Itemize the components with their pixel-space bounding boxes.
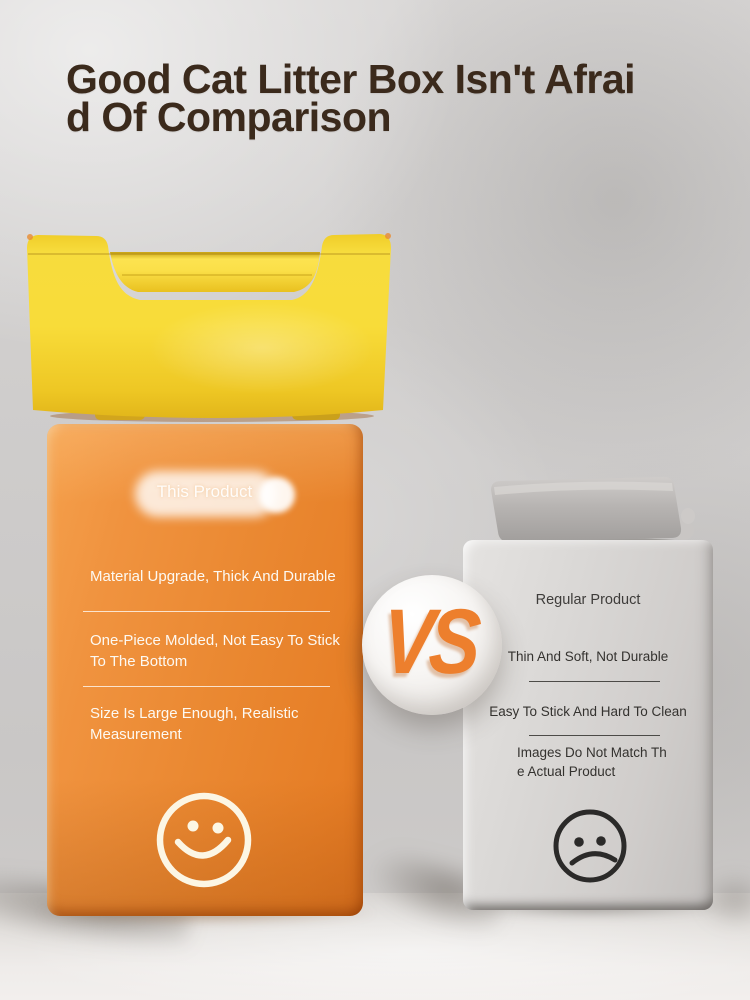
highlight-blob [259,477,295,513]
regular-product-box: Regular Product Thin And Soft, Not Durab… [463,540,713,910]
sad-face-icon [553,809,627,883]
divider [83,686,330,687]
vs-label: VS [379,590,479,693]
regular-feature: Images Do Not Match The Actual Product [517,745,667,779]
highlight-blob [135,471,277,517]
regular-product-lid [491,476,695,546]
divider [529,735,660,736]
this-product-label: This Product [156,482,253,501]
product-feature: Material Upgrade, Thick And Durable [90,568,336,585]
vs-badge: VS [362,575,502,715]
regular-feature: Thin And Soft, Not Durable [507,649,669,664]
this-product-box: This Product Material Upgrade, Thick And… [47,424,363,916]
page-title: Good Cat Litter Box Isn't Afraid Of Comp… [66,56,636,140]
smiley-face-icon [156,792,252,888]
regular-product-label: Regular Product [535,592,641,608]
regular-feature: Easy To Stick And Hard To Clean [489,704,687,719]
divider [83,611,330,612]
litter-box-top [27,233,391,422]
product-feature: Size Is Large Enough, Realistic Measurem… [90,705,299,743]
divider [529,681,660,682]
product-feature: One-Piece Molded, Not Easy To Stick To T… [90,632,340,670]
